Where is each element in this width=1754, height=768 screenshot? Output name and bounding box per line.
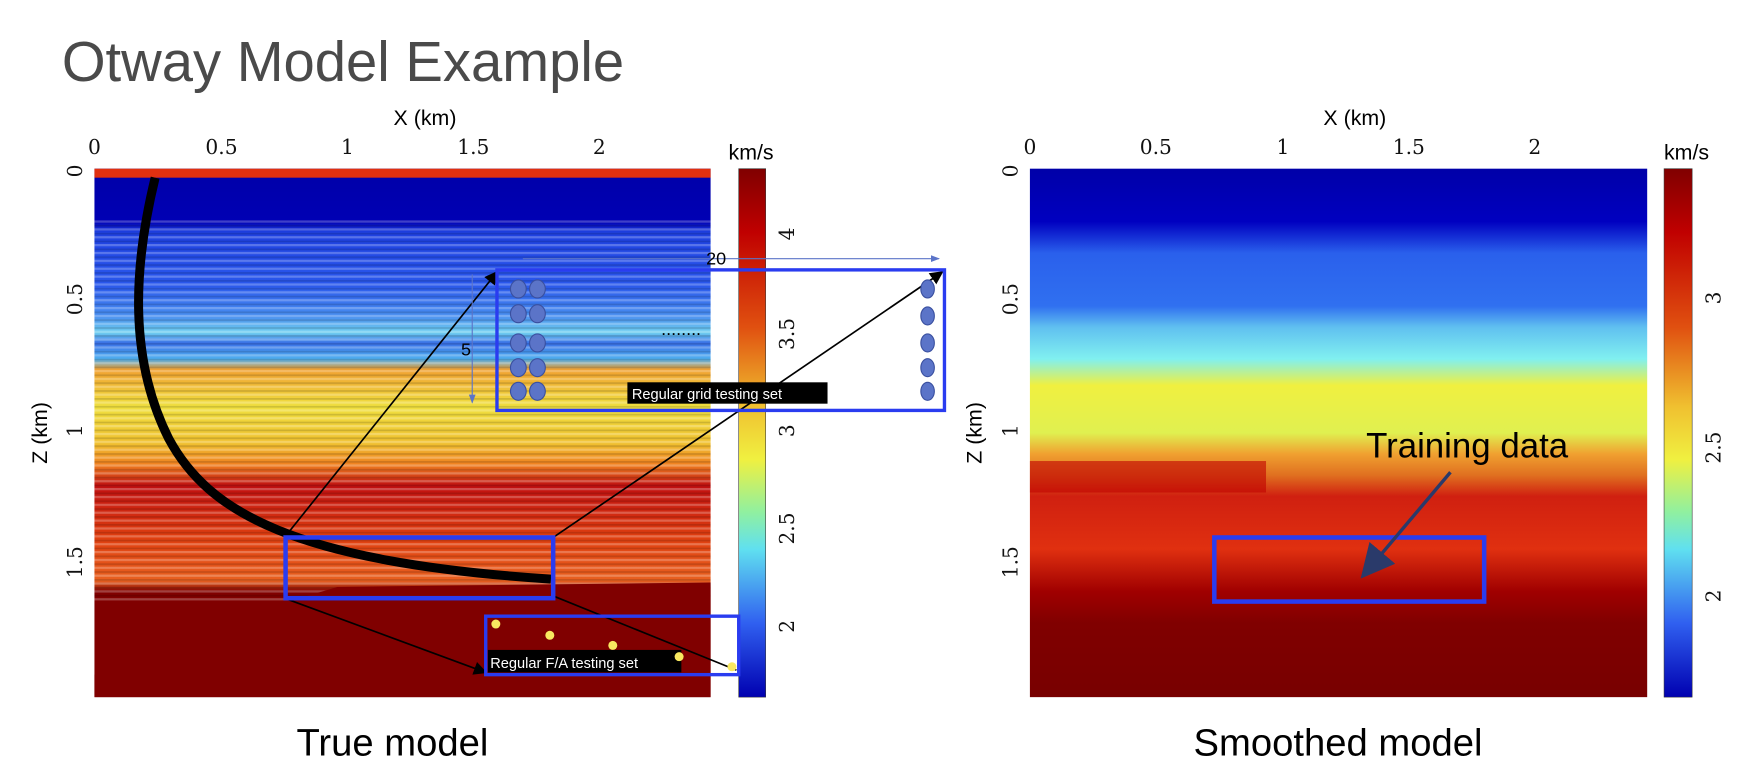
spacing-x-label: 20 <box>706 248 726 268</box>
colorbar-unit: km/s <box>729 141 774 165</box>
fa-testing-label: Regular F/A testing set <box>490 656 638 672</box>
x-ticks: 0 0.5 1 1.5 2 <box>88 135 606 159</box>
colorbar-ticks: 4 3.5 3 2.5 2 <box>775 227 799 632</box>
high-velocity-lens <box>1029 461 1267 493</box>
fa-testing-box <box>484 614 741 677</box>
connector-line <box>284 597 488 675</box>
z-ticks: 0 0.5 1 1.5 <box>999 164 1023 578</box>
x-tick: 2 <box>1528 135 1541 159</box>
colorbar-tick: 2.5 <box>1701 431 1725 463</box>
x-axis-label: X (km) <box>1323 106 1386 130</box>
x-tick: 0.5 <box>205 135 237 159</box>
training-region-box <box>1212 535 1487 604</box>
x-tick: 1.5 <box>1393 135 1425 159</box>
colorbar-ticks: 3 2.5 2 <box>1701 292 1725 603</box>
z-tick: 0.5 <box>63 283 87 315</box>
true-model-caption: True model <box>296 722 488 765</box>
slide-title: Otway Model Example <box>62 30 624 93</box>
z-tick: 1 <box>63 424 87 437</box>
well-trajectory <box>134 176 552 584</box>
z-tick: 1.5 <box>999 546 1023 578</box>
colorbar-tick: 4 <box>775 227 799 240</box>
x-tick: 0 <box>88 135 101 159</box>
fa-label-background <box>487 649 682 673</box>
colorbar-tick: 3 <box>1701 292 1725 305</box>
training-region-box <box>283 535 556 601</box>
smoothed-model-caption: Smoothed model <box>1194 722 1483 765</box>
grid-testing-dots <box>509 279 935 401</box>
colorbar-tick: 2 <box>1701 590 1725 603</box>
colorbar <box>1663 168 1693 698</box>
ellipsis-dots: ........ <box>661 319 701 339</box>
training-arrow <box>1360 471 1452 579</box>
connector-line <box>552 595 737 671</box>
x-tick: 1 <box>341 135 354 159</box>
smoothed-model-panel: X (km) 0 0.5 1 1.5 2 0 0.5 1 1.5 Z (km) … <box>963 106 1726 765</box>
connector-line <box>552 271 944 539</box>
z-axis-label: Z (km) <box>963 402 987 464</box>
x-tick: 0 <box>1023 135 1036 159</box>
colorbar-unit: km/s <box>1664 141 1709 165</box>
colorbar-tick: 2.5 <box>775 512 799 544</box>
z-axis-label: Z (km) <box>28 402 52 464</box>
colorbar-tick: 3.5 <box>775 318 799 350</box>
z-ticks: 0 0.5 1 1.5 <box>63 164 87 578</box>
colorbar-tick: 3 <box>775 424 799 437</box>
z-tick: 1.5 <box>63 546 87 578</box>
x-tick: 2 <box>593 135 606 159</box>
true-model-panel: X (km) 0 0.5 1 1.5 2 0 0.5 1 1.5 Z (km) … <box>28 106 947 765</box>
fa-testing-dots <box>491 619 737 672</box>
z-tick: 0 <box>999 164 1023 177</box>
z-tick: 0.5 <box>999 283 1023 315</box>
x-axis-label: X (km) <box>394 106 457 130</box>
x-tick: 0.5 <box>1140 135 1172 159</box>
smoothed-model-heatmap <box>1029 168 1648 698</box>
colorbar-tick: 2 <box>775 620 799 633</box>
connector-line <box>283 270 499 539</box>
z-tick: 1 <box>999 424 1023 437</box>
training-data-label: Training data <box>1366 427 1569 466</box>
grid-label-background <box>627 382 828 404</box>
x-tick: 1.5 <box>457 135 489 159</box>
x-ticks: 0 0.5 1 1.5 2 <box>1023 135 1541 159</box>
z-tick: 0 <box>63 164 87 177</box>
colorbar <box>738 168 766 698</box>
spacing-z-label: 5 <box>461 339 471 359</box>
grid-testing-box <box>495 268 947 413</box>
water-layer-bar <box>94 168 711 178</box>
grid-testing-label: Regular grid testing set <box>632 387 782 403</box>
x-tick: 1 <box>1276 135 1289 159</box>
